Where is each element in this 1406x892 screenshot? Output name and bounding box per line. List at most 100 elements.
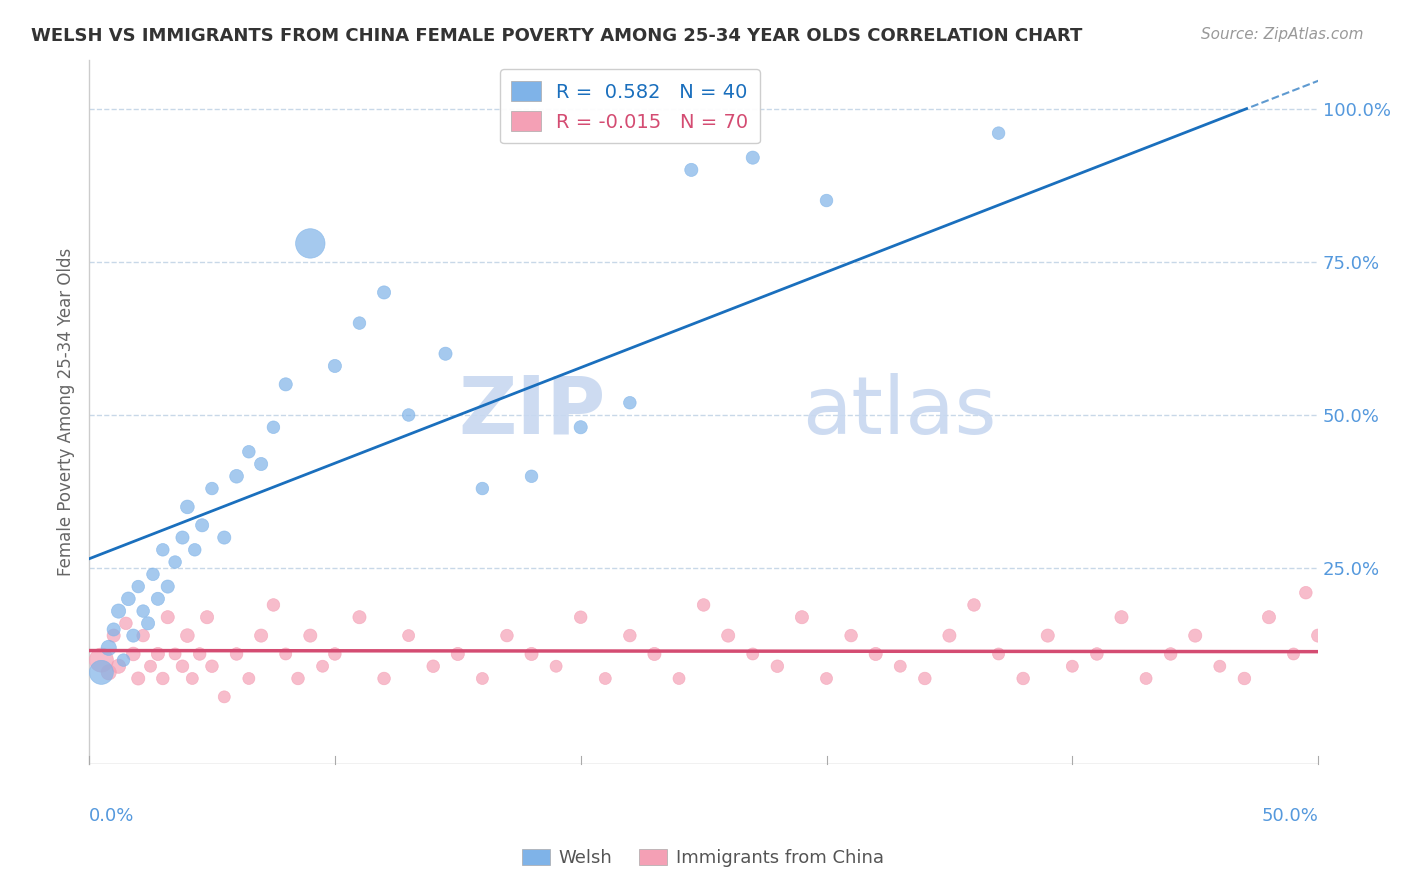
Point <box>323 359 346 373</box>
Point <box>398 629 420 643</box>
Point <box>146 591 169 606</box>
Point <box>132 629 155 643</box>
Point <box>398 408 420 422</box>
Point <box>117 591 139 606</box>
Point <box>422 659 444 673</box>
Point <box>619 629 641 643</box>
Point <box>914 672 936 686</box>
Point <box>107 659 129 673</box>
Y-axis label: Female Poverty Among 25-34 Year Olds: Female Poverty Among 25-34 Year Olds <box>58 248 75 576</box>
Point <box>668 672 690 686</box>
Point <box>1258 610 1281 624</box>
Point <box>593 672 616 686</box>
Legend: Welsh, Immigrants from China: Welsh, Immigrants from China <box>515 841 891 874</box>
Point <box>152 542 174 557</box>
Point <box>1135 672 1157 686</box>
Point <box>520 647 543 661</box>
Point <box>1282 647 1305 661</box>
Point <box>766 659 789 673</box>
Text: atlas: atlas <box>801 373 997 451</box>
Point <box>274 647 297 661</box>
Point <box>447 647 470 661</box>
Point <box>195 610 218 624</box>
Point <box>1184 629 1206 643</box>
Text: ZIP: ZIP <box>458 373 605 451</box>
Point <box>569 420 592 434</box>
Point <box>1036 629 1059 643</box>
Point <box>323 647 346 661</box>
Point <box>1062 659 1084 673</box>
Point <box>225 469 247 483</box>
Point <box>815 672 838 686</box>
Point <box>97 640 120 655</box>
Point <box>262 420 284 434</box>
Point <box>1085 647 1108 661</box>
Point <box>717 629 740 643</box>
Point <box>815 194 838 208</box>
Point <box>1111 610 1133 624</box>
Text: 50.0%: 50.0% <box>1261 806 1319 824</box>
Point <box>201 659 224 673</box>
Point <box>90 665 112 680</box>
Point <box>127 580 149 594</box>
Point <box>238 672 260 686</box>
Point <box>201 482 224 496</box>
Point <box>214 690 236 704</box>
Point <box>115 616 138 631</box>
Point <box>287 672 309 686</box>
Point <box>790 610 813 624</box>
Point <box>262 598 284 612</box>
Point <box>1012 672 1035 686</box>
Point <box>214 531 236 545</box>
Point <box>434 347 457 361</box>
Point <box>1233 672 1256 686</box>
Point <box>839 629 862 643</box>
Point <box>349 316 371 330</box>
Point <box>156 580 179 594</box>
Point <box>103 623 125 637</box>
Point <box>156 610 179 624</box>
Point <box>225 647 247 661</box>
Point <box>165 555 187 569</box>
Point <box>184 542 207 557</box>
Point <box>146 647 169 661</box>
Point <box>172 659 194 673</box>
Point <box>520 469 543 483</box>
Point <box>165 647 187 661</box>
Point <box>963 598 986 612</box>
Text: Source: ZipAtlas.com: Source: ZipAtlas.com <box>1201 27 1364 42</box>
Point <box>250 457 273 471</box>
Point <box>107 604 129 618</box>
Point <box>90 653 112 667</box>
Point <box>1209 659 1232 673</box>
Point <box>274 377 297 392</box>
Point <box>152 672 174 686</box>
Point <box>865 647 887 661</box>
Point <box>97 665 120 680</box>
Point <box>692 598 714 612</box>
Point <box>471 672 494 686</box>
Point <box>142 567 165 582</box>
Point <box>987 126 1010 140</box>
Point <box>1160 647 1182 661</box>
Point <box>176 629 198 643</box>
Point <box>122 629 145 643</box>
Point <box>299 236 322 251</box>
Point <box>112 653 135 667</box>
Point <box>643 647 665 661</box>
Point <box>250 629 273 643</box>
Point <box>889 659 911 673</box>
Point <box>191 518 214 533</box>
Point <box>741 151 763 165</box>
Point <box>1295 585 1317 599</box>
Point <box>373 285 395 300</box>
Legend: R =  0.582   N = 40, R = -0.015   N = 70: R = 0.582 N = 40, R = -0.015 N = 70 <box>499 70 761 144</box>
Point <box>188 647 211 661</box>
Point <box>139 659 162 673</box>
Point <box>619 396 641 410</box>
Point <box>311 659 333 673</box>
Point <box>681 162 703 177</box>
Point <box>373 672 395 686</box>
Point <box>122 647 145 661</box>
Point <box>546 659 568 673</box>
